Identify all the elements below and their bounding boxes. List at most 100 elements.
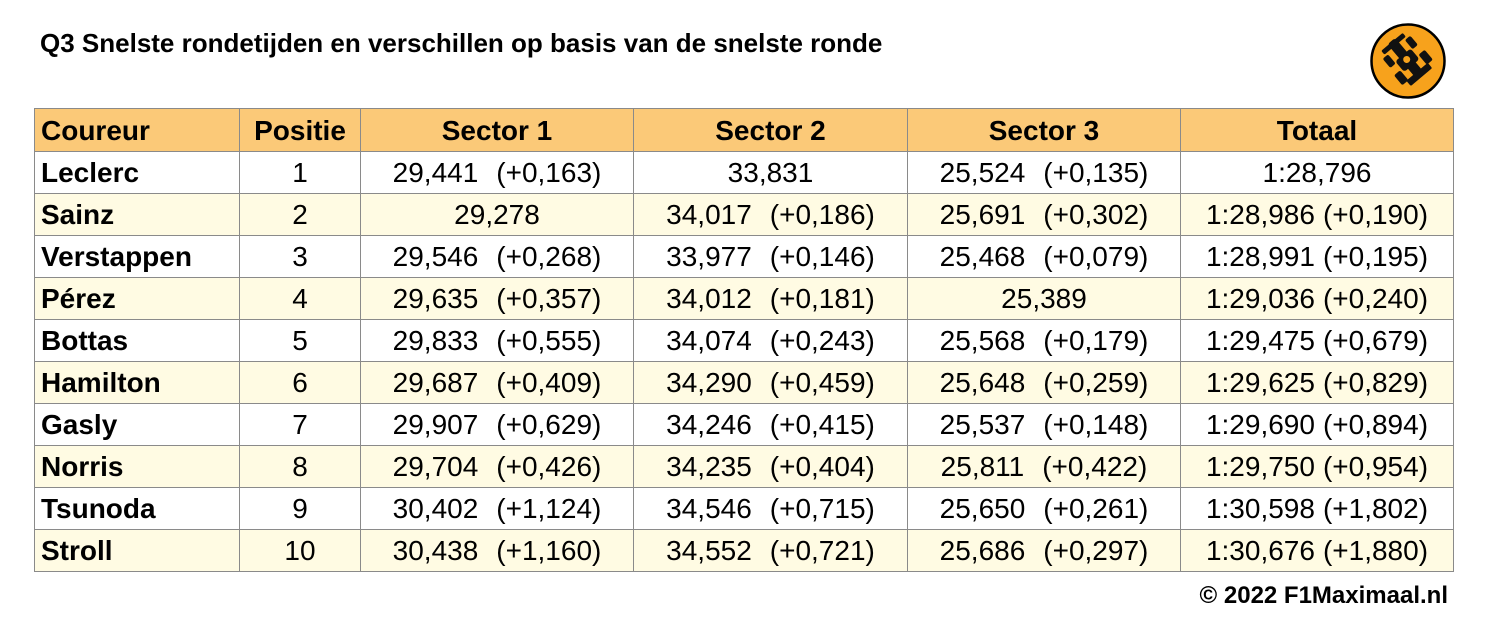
- sector-3-time: 25,537: [939, 409, 1026, 440]
- sector-1-time: 29,833: [392, 325, 479, 356]
- sector-1-cell: 29,687 (+0,409): [360, 361, 634, 404]
- sector-3-gap: (+0,261): [1043, 493, 1149, 524]
- sector-2-time: 34,246: [666, 409, 752, 440]
- results-table: Coureur Positie Sector 1 Sector 2 Sector…: [34, 108, 1454, 572]
- table-row: Gasly 7 29,907 (+0,629) 34,246 (+0,415) 25,537…: [34, 403, 1454, 446]
- table-row: Sainz 2 29,278 34,017 (+0,186) 25,691 (+0,302)…: [34, 193, 1454, 236]
- total-cell: 1:30,676 (+1,880): [1180, 529, 1454, 572]
- driver-name: Bottas: [34, 319, 240, 362]
- position-value: 4: [239, 277, 361, 320]
- position-value: 6: [239, 361, 361, 404]
- sector-1-gap: (+0,357): [496, 283, 602, 314]
- sector-3-gap: (+0,259): [1043, 367, 1149, 398]
- header-sector-1: Sector 1: [360, 108, 634, 152]
- driver-name: Hamilton: [34, 361, 240, 404]
- total-time: 1:30,598: [1205, 493, 1315, 524]
- position-value: 8: [239, 445, 361, 488]
- sector-3-gap: (+0,179): [1043, 325, 1149, 356]
- page-title: Q3 Snelste rondetijden en verschillen op…: [40, 28, 883, 58]
- total-time: 1:29,690: [1205, 409, 1315, 440]
- driver-name: Verstappen: [34, 235, 240, 278]
- total-gap: (+0,829): [1322, 367, 1429, 398]
- sector-1-gap: (+1,124): [496, 493, 602, 524]
- driver-name: Tsunoda: [34, 487, 240, 530]
- sector-1-cell: 30,438 (+1,160): [360, 529, 634, 572]
- sector-3-gap: (+0,148): [1043, 409, 1149, 440]
- total-time: 1:29,625: [1205, 367, 1315, 398]
- total-cell: 1:29,475 (+0,679): [1180, 319, 1454, 362]
- header-sector-2: Sector 2: [633, 108, 908, 152]
- sector-1-time: 29,704: [392, 451, 479, 482]
- total-time: 1:29,475: [1205, 325, 1315, 356]
- sector-2-time: 34,546: [666, 493, 752, 524]
- sector-3-cell: 25,811 (+0,422): [907, 445, 1181, 488]
- total-time: 1:29,036: [1205, 283, 1315, 314]
- position-value: 2: [239, 193, 361, 236]
- table-row: Norris 8 29,704 (+0,426) 34,235 (+0,404) 25,81…: [34, 445, 1454, 488]
- sector-2-cell: 34,546 (+0,715): [633, 487, 908, 530]
- sector-1-time: 29,635: [392, 283, 479, 314]
- sector-3-gap: (+0,135): [1043, 157, 1149, 188]
- sector-1-gap: (+1,160): [496, 535, 602, 566]
- header-total: Totaal: [1180, 108, 1454, 152]
- total-cell: 1:29,036 (+0,240): [1180, 277, 1454, 320]
- total-gap: (+0,894): [1322, 409, 1429, 440]
- sector-1-gap: (+0,163): [496, 157, 602, 188]
- table-row: Stroll 10 30,438 (+1,160) 34,552 (+0,721) 25,6…: [34, 529, 1454, 572]
- sector-3-cell: 25,568 (+0,179): [907, 319, 1181, 362]
- sector-2-gap: (+0,243): [769, 325, 875, 356]
- sector-2-cell: 34,012 (+0,181): [633, 277, 908, 320]
- driver-name: Leclerc: [34, 151, 240, 194]
- copyright: © 2022 F1Maximaal.nl: [1199, 582, 1448, 609]
- sector-2-gap: (+0,186): [769, 199, 875, 230]
- sector-2-cell: 33,831: [633, 151, 908, 194]
- total-cell: 1:28,986 (+0,190): [1180, 193, 1454, 236]
- sector-1-time: 29,278: [454, 199, 540, 230]
- sector-1-cell: 29,704 (+0,426): [360, 445, 634, 488]
- sector-2-time: 33,977: [666, 241, 752, 272]
- total-time: 1:29,750: [1205, 451, 1315, 482]
- table-row: Pérez 4 29,635 (+0,357) 34,012 (+0,181) 25,389…: [34, 277, 1454, 320]
- sector-1-time: 29,907: [392, 409, 479, 440]
- total-cell: 1:29,625 (+0,829): [1180, 361, 1454, 404]
- sector-1-cell: 29,907 (+0,629): [360, 403, 634, 446]
- sector-1-cell: 29,833 (+0,555): [360, 319, 634, 362]
- driver-name: Sainz: [34, 193, 240, 236]
- sector-3-time: 25,524: [939, 157, 1026, 188]
- sector-2-time: 34,012: [666, 283, 752, 314]
- sector-2-time: 34,290: [666, 367, 752, 398]
- sector-2-time: 34,017: [666, 199, 752, 230]
- position-value: 3: [239, 235, 361, 278]
- sector-2-cell: 34,074 (+0,243): [633, 319, 908, 362]
- position-value: 5: [239, 319, 361, 362]
- sector-1-cell: 29,441 (+0,163): [360, 151, 634, 194]
- sector-1-cell: 29,278: [360, 193, 634, 236]
- sector-2-time: 33,831: [727, 157, 814, 188]
- sector-1-cell: 29,546 (+0,268): [360, 235, 634, 278]
- table-row: Bottas 5 29,833 (+0,555) 34,074 (+0,243) 25,56…: [34, 319, 1454, 362]
- sector-1-gap: (+0,268): [496, 241, 602, 272]
- driver-name: Stroll: [34, 529, 240, 572]
- sector-2-cell: 34,246 (+0,415): [633, 403, 908, 446]
- total-gap: (+0,190): [1322, 199, 1429, 230]
- sector-3-cell: 25,537 (+0,148): [907, 403, 1181, 446]
- sector-3-time: 25,650: [939, 493, 1026, 524]
- sector-3-time: 25,691: [939, 199, 1026, 230]
- sector-3-time: 25,686: [939, 535, 1026, 566]
- sector-3-cell: 25,650 (+0,261): [907, 487, 1181, 530]
- total-gap: (+0,240): [1322, 283, 1429, 314]
- driver-name: Norris: [34, 445, 240, 488]
- sector-1-gap: (+0,555): [496, 325, 602, 356]
- sector-3-cell: 25,389: [907, 277, 1181, 320]
- position-value: 10: [239, 529, 361, 572]
- sector-1-cell: 29,635 (+0,357): [360, 277, 634, 320]
- sector-2-gap: (+0,146): [769, 241, 875, 272]
- position-value: 1: [239, 151, 361, 194]
- table-row: Hamilton 6 29,687 (+0,409) 34,290 (+0,459) 25,…: [34, 361, 1454, 404]
- driver-name: Pérez: [34, 277, 240, 320]
- sector-3-time: 25,389: [1001, 283, 1087, 314]
- sector-2-cell: 34,235 (+0,404): [633, 445, 908, 488]
- sector-2-gap: (+0,415): [769, 409, 875, 440]
- sector-3-cell: 25,686 (+0,297): [907, 529, 1181, 572]
- sector-1-gap: (+0,426): [496, 451, 602, 482]
